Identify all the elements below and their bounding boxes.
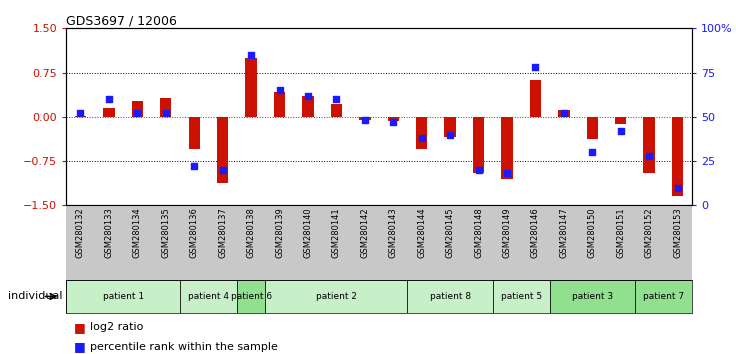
Text: GDS3697 / 12006: GDS3697 / 12006 (66, 14, 177, 27)
Point (558, 110, 570, 116)
Bar (103, 108, 115, 117)
Point (132, 110, 144, 116)
Text: GSM280146: GSM280146 (531, 207, 540, 258)
Text: GSM280141: GSM280141 (332, 207, 341, 258)
Text: GSM280151: GSM280151 (616, 207, 626, 258)
Text: individual: individual (8, 291, 63, 302)
Bar (188, 117, 200, 149)
Text: GSM280140: GSM280140 (303, 207, 313, 258)
Bar (245, 58, 257, 117)
Point (74, 110, 86, 116)
Bar (75, 116, 86, 117)
Point (529, 64, 541, 70)
Point (587, 149, 598, 155)
Bar (265, 280, 408, 313)
Text: GSM280133: GSM280133 (105, 207, 113, 258)
Point (160, 110, 171, 116)
Point (245, 52, 257, 58)
Text: GSM280145: GSM280145 (445, 207, 455, 258)
Bar (302, 96, 314, 117)
Bar (501, 117, 513, 179)
Text: GSM280132: GSM280132 (76, 207, 85, 258)
Point (416, 135, 428, 141)
Text: patient 8: patient 8 (430, 292, 471, 301)
Text: GSM280152: GSM280152 (645, 207, 654, 258)
Text: ■: ■ (74, 341, 85, 353)
Point (216, 167, 228, 173)
Text: GSM280139: GSM280139 (275, 207, 284, 258)
Point (501, 171, 513, 176)
Bar (408, 280, 493, 313)
Bar (635, 280, 692, 313)
Bar (445, 117, 456, 137)
Bar (217, 117, 228, 183)
Bar (473, 117, 484, 173)
Point (387, 119, 399, 125)
Point (615, 128, 626, 134)
Bar (359, 117, 370, 120)
Text: GSM280142: GSM280142 (361, 207, 369, 258)
Point (672, 185, 684, 190)
Bar (160, 98, 171, 117)
Text: ■: ■ (74, 321, 85, 334)
Bar (237, 280, 265, 313)
Text: GSM280136: GSM280136 (190, 207, 199, 258)
Text: patient 3: patient 3 (572, 292, 613, 301)
Text: GSM280147: GSM280147 (559, 207, 568, 258)
Text: patient 1: patient 1 (102, 292, 144, 301)
Point (302, 93, 314, 98)
Text: GSM280143: GSM280143 (389, 207, 397, 258)
Bar (558, 110, 570, 117)
Bar (66, 280, 180, 313)
Bar (330, 104, 342, 117)
Bar (615, 117, 626, 124)
Bar (416, 117, 428, 149)
Bar (132, 101, 143, 117)
Point (330, 96, 342, 102)
Text: GSM280138: GSM280138 (247, 207, 255, 258)
Point (359, 118, 371, 123)
Bar (643, 117, 655, 173)
Point (445, 132, 456, 137)
Text: patient 4: patient 4 (188, 292, 229, 301)
Point (473, 167, 484, 173)
Point (643, 153, 655, 159)
Text: GSM280134: GSM280134 (132, 207, 142, 258)
Text: patient 5: patient 5 (500, 292, 542, 301)
Text: percentile rank within the sample: percentile rank within the sample (90, 342, 277, 352)
Bar (550, 280, 635, 313)
Point (274, 87, 286, 93)
Bar (388, 117, 399, 121)
Bar (530, 80, 541, 117)
Bar (672, 117, 683, 196)
Text: GSM280150: GSM280150 (588, 207, 597, 258)
Text: GSM280148: GSM280148 (474, 207, 483, 258)
Text: patient 6: patient 6 (230, 292, 272, 301)
Point (103, 96, 115, 102)
Text: GSM280137: GSM280137 (218, 207, 227, 258)
Text: GSM280135: GSM280135 (161, 207, 170, 258)
Bar (180, 280, 237, 313)
Bar (587, 117, 598, 139)
Bar (274, 92, 285, 117)
Text: log2 ratio: log2 ratio (90, 322, 144, 332)
Text: GSM280149: GSM280149 (503, 207, 512, 258)
Text: patient 7: patient 7 (643, 292, 684, 301)
Text: GSM280144: GSM280144 (417, 207, 426, 258)
Text: GSM280153: GSM280153 (673, 207, 682, 258)
Point (188, 164, 200, 169)
Bar (493, 280, 550, 313)
Text: patient 2: patient 2 (316, 292, 357, 301)
